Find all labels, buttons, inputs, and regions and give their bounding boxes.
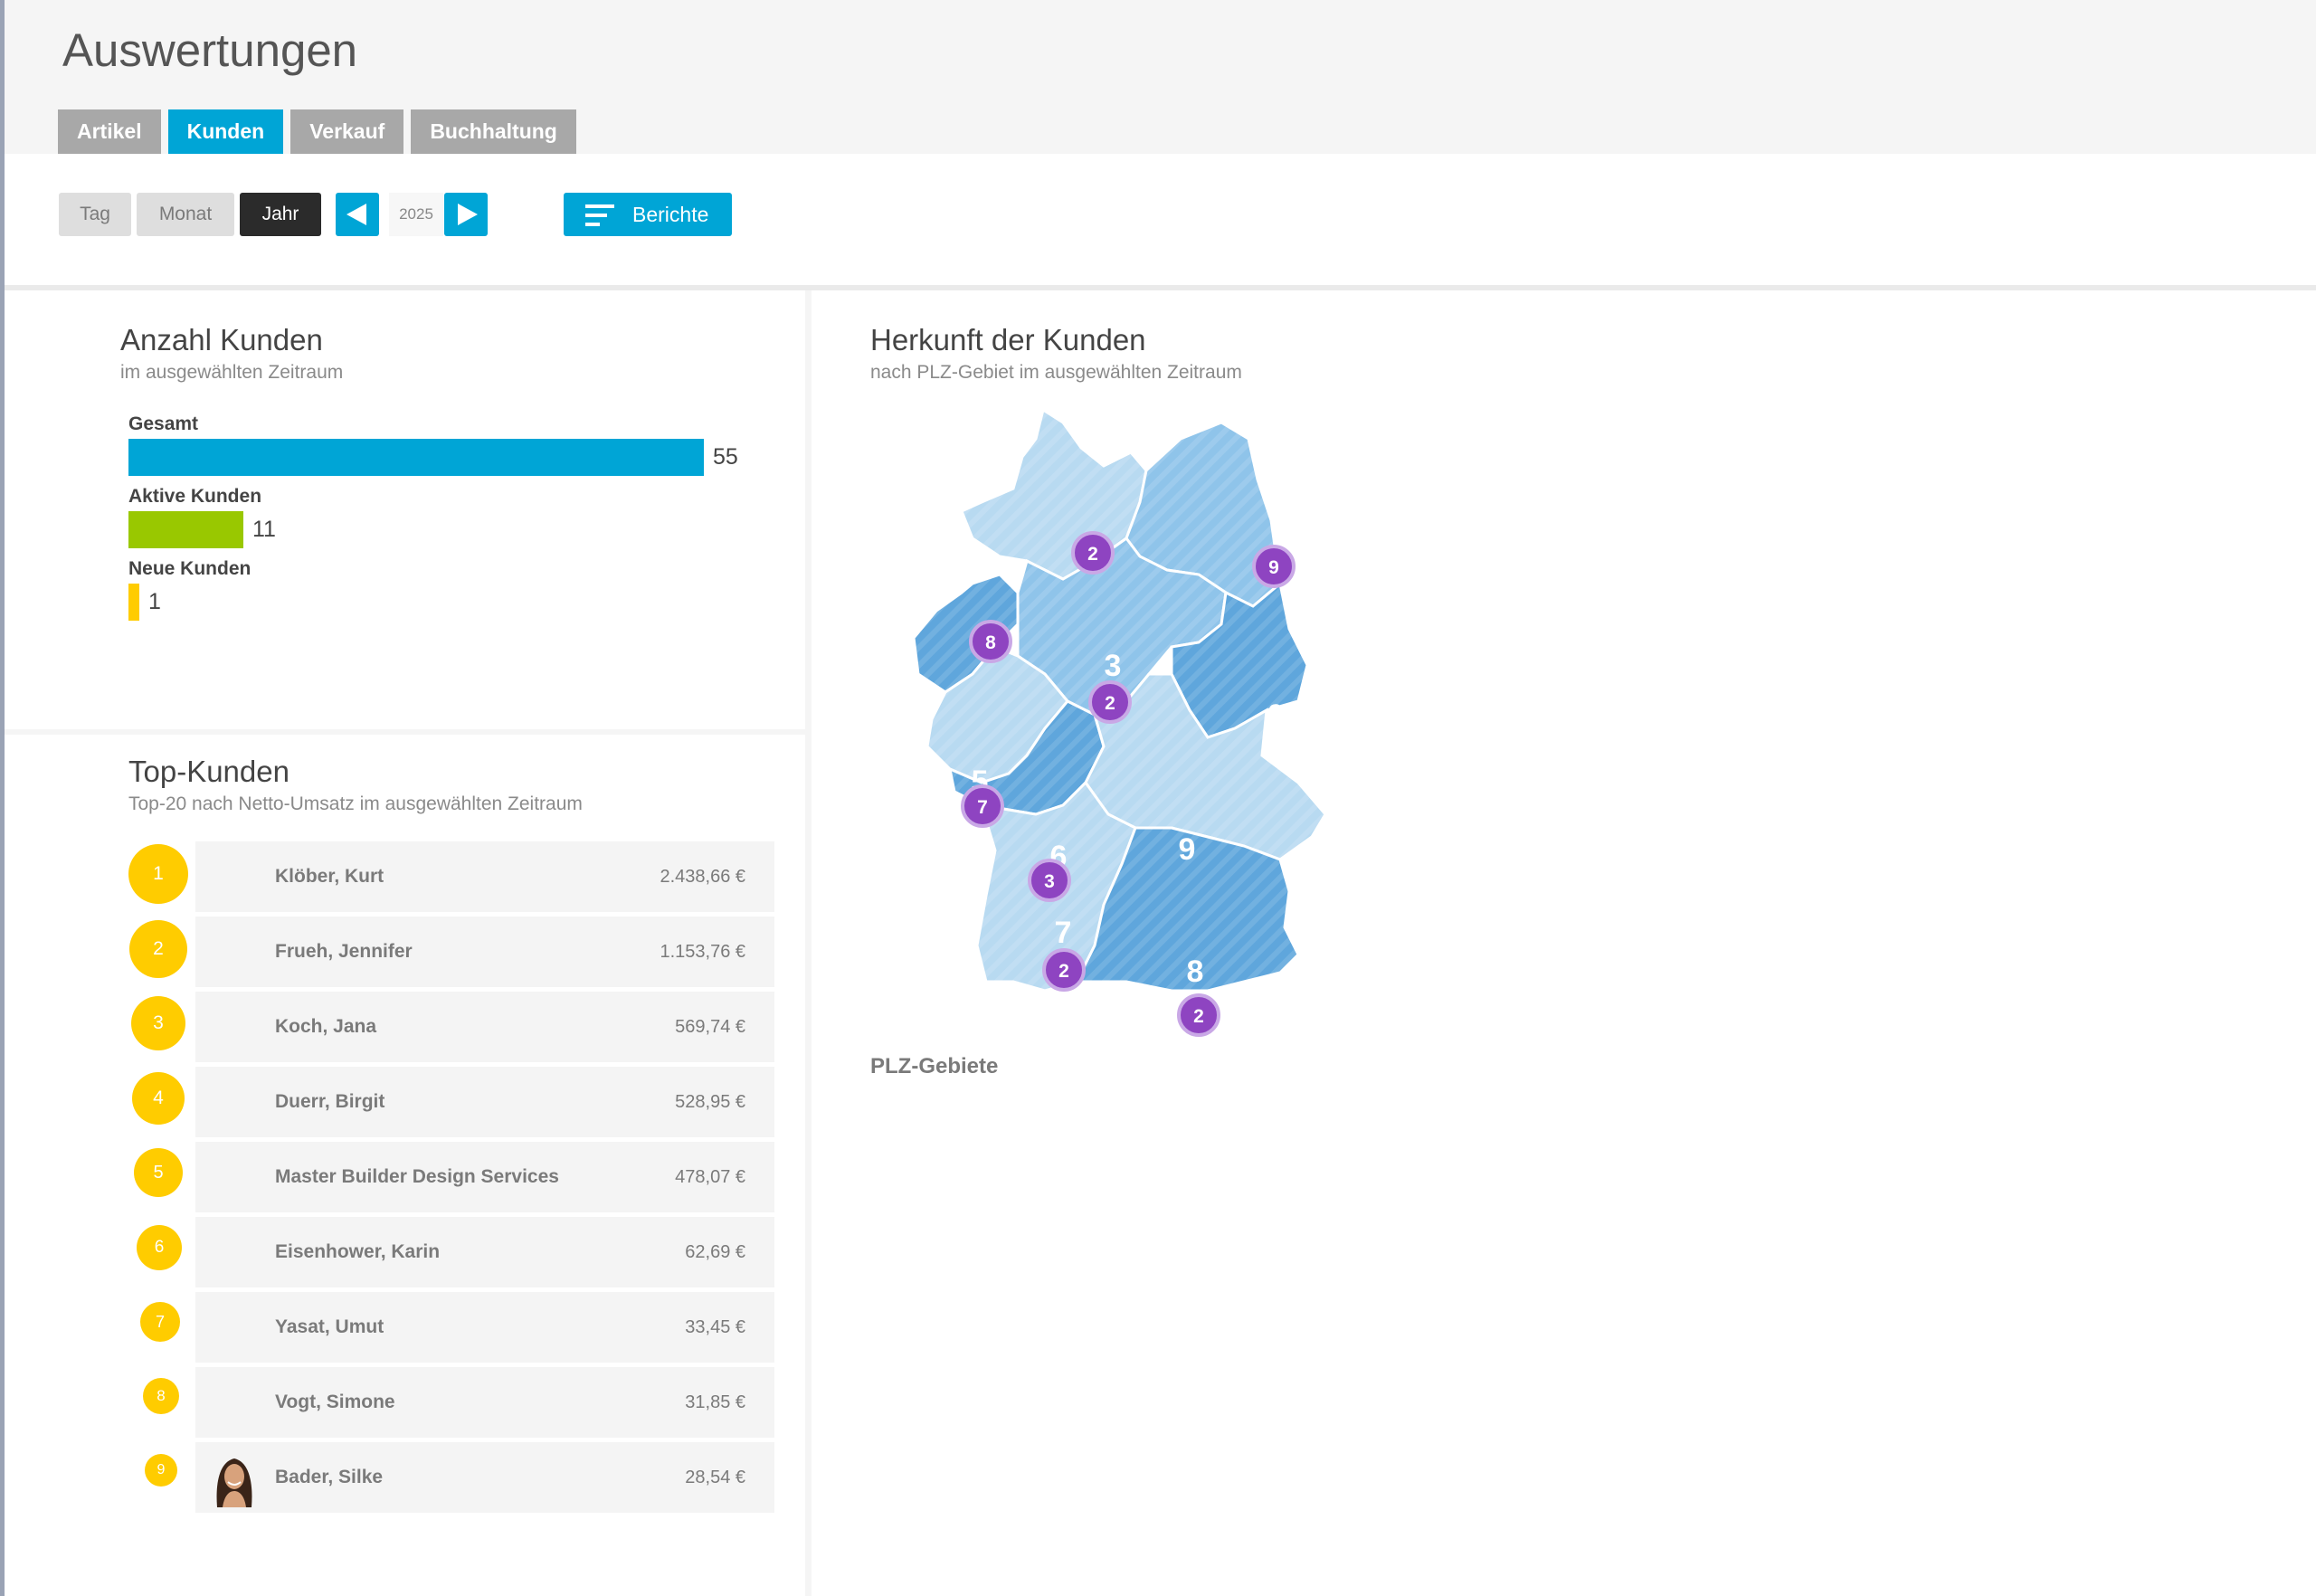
rank-badge: 5 — [134, 1148, 183, 1197]
rank-badge: 1 — [128, 844, 188, 904]
customer-amount: 2.438,66 € — [660, 867, 745, 887]
customer-amount: 478,07 € — [675, 1167, 745, 1187]
table-row[interactable]: Klöber, Kurt 2.438,66 € — [195, 841, 774, 912]
rank-badge: 9 — [145, 1454, 177, 1487]
marker-count: 2 — [1105, 693, 1115, 714]
period-month-button[interactable]: Monat — [137, 193, 234, 236]
customer-name: Vogt, Simone — [275, 1392, 395, 1412]
bar-label-gesamt: Gesamt — [128, 413, 199, 434]
origin-subtitle: nach PLZ-Gebiet im ausgewählten Zeitraum — [870, 362, 1242, 383]
customer-name: Koch, Jana — [275, 1016, 377, 1037]
customer-count-panel: Anzahl Kunden im ausgewählten Zeitraum G… — [5, 290, 805, 729]
customer-amount: 528,95 € — [675, 1092, 745, 1112]
customer-name: Master Builder Design Services — [275, 1166, 559, 1187]
germany-plz-map[interactable]: 3 0 5 9 6 7 8 2 9 8 2 7 3 — [909, 403, 1416, 1054]
marker-count: 2 — [1087, 544, 1098, 565]
tab-kunden[interactable]: Kunden — [167, 109, 284, 166]
customer-amount: 31,85 € — [685, 1392, 745, 1412]
period-day-button[interactable]: Tag — [59, 193, 131, 236]
map-legend-label: PLZ-Gebiete — [870, 1054, 999, 1078]
customer-amount: 1.153,76 € — [660, 942, 745, 962]
top-customers-title: Top-Kunden — [128, 755, 290, 788]
bar-label-active: Aktive Kunden — [128, 486, 262, 507]
rank-badge: 6 — [137, 1225, 182, 1270]
table-row[interactable]: Vogt, Simone 31,85 € — [195, 1367, 774, 1438]
map-marker[interactable]: 2 — [1042, 948, 1086, 992]
menu-lines-icon — [585, 204, 614, 226]
rank-badge: 2 — [129, 920, 187, 978]
customer-name: Yasat, Umut — [275, 1316, 384, 1337]
previous-year-button[interactable] — [336, 193, 379, 236]
customer-name: Bader, Silke — [275, 1467, 384, 1487]
main-tabs: Artikel Kunden Verkauf Buchhaltung — [58, 109, 576, 166]
region-label: 8 — [1187, 955, 1204, 989]
tab-buchhaltung[interactable]: Buchhaltung — [411, 109, 576, 154]
tab-verkauf[interactable]: Verkauf — [290, 109, 404, 154]
period-year-button[interactable]: Jahr — [240, 193, 321, 236]
map-marker[interactable]: 3 — [1028, 859, 1071, 902]
region-label: 7 — [1055, 916, 1072, 950]
period-toolbar: Tag Monat Jahr 2025 Berichte — [5, 154, 2316, 290]
table-row[interactable]: Bader, Silke 28,54 € — [195, 1442, 774, 1513]
map-marker[interactable]: 2 — [1177, 993, 1220, 1037]
customer-name: Klöber, Kurt — [275, 866, 384, 887]
bar-value-active: 11 — [252, 517, 276, 542]
bar-new — [128, 584, 139, 621]
map-marker[interactable]: 2 — [1088, 680, 1132, 724]
marker-count: 3 — [1044, 871, 1055, 892]
customer-name: Eisenhower, Karin — [275, 1241, 441, 1262]
reports-button-label: Berichte — [632, 203, 709, 226]
page-title: Auswertungen — [62, 24, 358, 76]
avatar — [206, 1448, 262, 1507]
bar-active — [128, 511, 243, 548]
bar-value-new: 1 — [148, 589, 161, 614]
next-year-button[interactable] — [444, 193, 488, 236]
map-marker[interactable]: 7 — [961, 784, 1004, 828]
map-marker[interactable]: 2 — [1071, 531, 1115, 575]
customer-amount: 33,45 € — [685, 1317, 745, 1337]
rank-badge: 8 — [143, 1378, 179, 1414]
table-row[interactable]: Koch, Jana 569,74 € — [195, 992, 774, 1062]
region-label: 9 — [1179, 832, 1196, 867]
customer-amount: 62,69 € — [685, 1242, 745, 1262]
map-marker[interactable]: 8 — [969, 620, 1012, 663]
table-row[interactable]: Master Builder Design Services 478,07 € — [195, 1142, 774, 1212]
customer-name: Duerr, Birgit — [275, 1091, 385, 1112]
top-customers-panel: Top-Kunden Top-20 nach Netto-Umsatz im a… — [5, 735, 805, 1596]
marker-count: 2 — [1193, 1006, 1204, 1027]
rank-badge: 4 — [132, 1072, 185, 1125]
table-row[interactable]: Frueh, Jennifer 1.153,76 € — [195, 917, 774, 987]
customer-amount: 569,74 € — [675, 1017, 745, 1037]
origin-title: Herkunft der Kunden — [870, 323, 1146, 356]
marker-count: 7 — [977, 797, 988, 818]
marker-count: 8 — [985, 632, 996, 653]
window-edge — [0, 0, 5, 1596]
rank-badge: 7 — [140, 1302, 180, 1342]
region-label: 3 — [1105, 649, 1122, 683]
marker-count: 9 — [1268, 557, 1279, 578]
customer-count-title: Anzahl Kunden — [120, 323, 323, 356]
bar-value-gesamt: 55 — [713, 444, 738, 470]
marker-count: 2 — [1058, 961, 1069, 982]
table-row[interactable]: Duerr, Birgit 528,95 € — [195, 1067, 774, 1137]
bar-gesamt — [128, 439, 704, 476]
arrow-left-icon — [346, 204, 366, 225]
customer-count-subtitle: im ausgewählten Zeitraum — [120, 362, 344, 383]
map-marker[interactable]: 9 — [1252, 545, 1296, 588]
tab-artikel[interactable]: Artikel — [58, 109, 161, 154]
rank-badge: 3 — [131, 996, 185, 1050]
reports-button[interactable]: Berichte — [564, 193, 732, 236]
year-display: 2025 — [389, 193, 443, 236]
customer-name: Frueh, Jennifer — [275, 941, 413, 962]
customer-amount: 28,54 € — [685, 1468, 745, 1487]
table-row[interactable]: Eisenhower, Karin 62,69 € — [195, 1217, 774, 1287]
table-row[interactable]: Yasat, Umut 33,45 € — [195, 1292, 774, 1363]
top-customers-subtitle: Top-20 nach Netto-Umsatz im ausgewählten… — [128, 793, 583, 814]
bar-label-new: Neue Kunden — [128, 558, 252, 579]
region-label: 0 — [1267, 698, 1285, 733]
arrow-right-icon — [458, 204, 478, 225]
